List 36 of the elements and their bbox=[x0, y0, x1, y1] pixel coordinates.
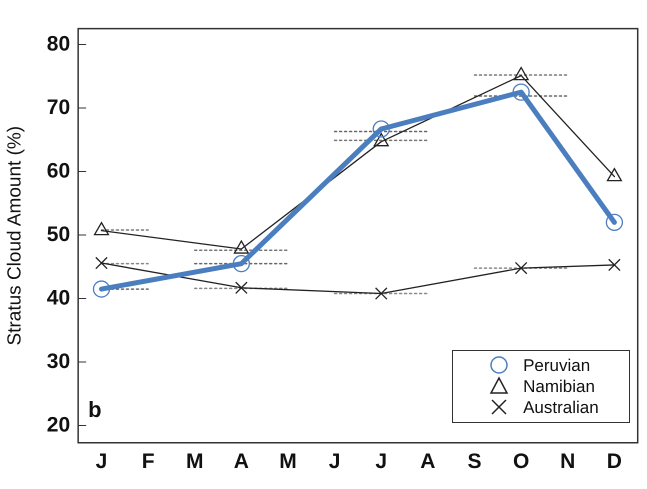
legend-label: Australian bbox=[523, 396, 599, 418]
x-tick-label: M bbox=[279, 450, 297, 474]
y-tick-label: 80 bbox=[46, 32, 70, 56]
x-tick-label: A bbox=[234, 450, 249, 474]
point bbox=[606, 214, 624, 232]
point bbox=[372, 120, 390, 138]
point bbox=[235, 281, 248, 294]
point bbox=[374, 133, 389, 146]
point bbox=[374, 287, 388, 300]
x-tick-label: A bbox=[420, 450, 436, 474]
point bbox=[514, 66, 529, 80]
x-tick-label: F bbox=[142, 450, 155, 474]
point bbox=[232, 255, 250, 272]
legend-label: Peruvian bbox=[523, 354, 590, 376]
x-tick-label: M bbox=[186, 450, 204, 474]
point bbox=[95, 256, 108, 270]
y-tick-label: 30 bbox=[46, 350, 70, 373]
y-tick-label: 40 bbox=[46, 286, 70, 310]
legend-label: Namibian bbox=[523, 376, 595, 397]
x-tick-label: N bbox=[560, 450, 576, 474]
annotation: b bbox=[88, 396, 102, 423]
point bbox=[514, 262, 528, 274]
y-tick-label: 70 bbox=[46, 96, 70, 119]
point bbox=[608, 258, 621, 272]
x-tick-label: J bbox=[328, 450, 340, 474]
y-tick-label: 60 bbox=[46, 159, 70, 182]
y-tick-label: 20 bbox=[46, 413, 70, 436]
x-tick-label: S bbox=[467, 450, 482, 474]
x-tick-label: J bbox=[96, 450, 108, 474]
y-axis-title: Stratus Cloud Amount (%) bbox=[4, 126, 26, 346]
y-tick-label: 50 bbox=[46, 222, 70, 246]
x-tick-label: O bbox=[512, 450, 530, 474]
point bbox=[606, 168, 622, 182]
x-tick-label: D bbox=[606, 450, 622, 474]
point bbox=[92, 280, 110, 298]
x-tick-label: J bbox=[375, 450, 388, 474]
